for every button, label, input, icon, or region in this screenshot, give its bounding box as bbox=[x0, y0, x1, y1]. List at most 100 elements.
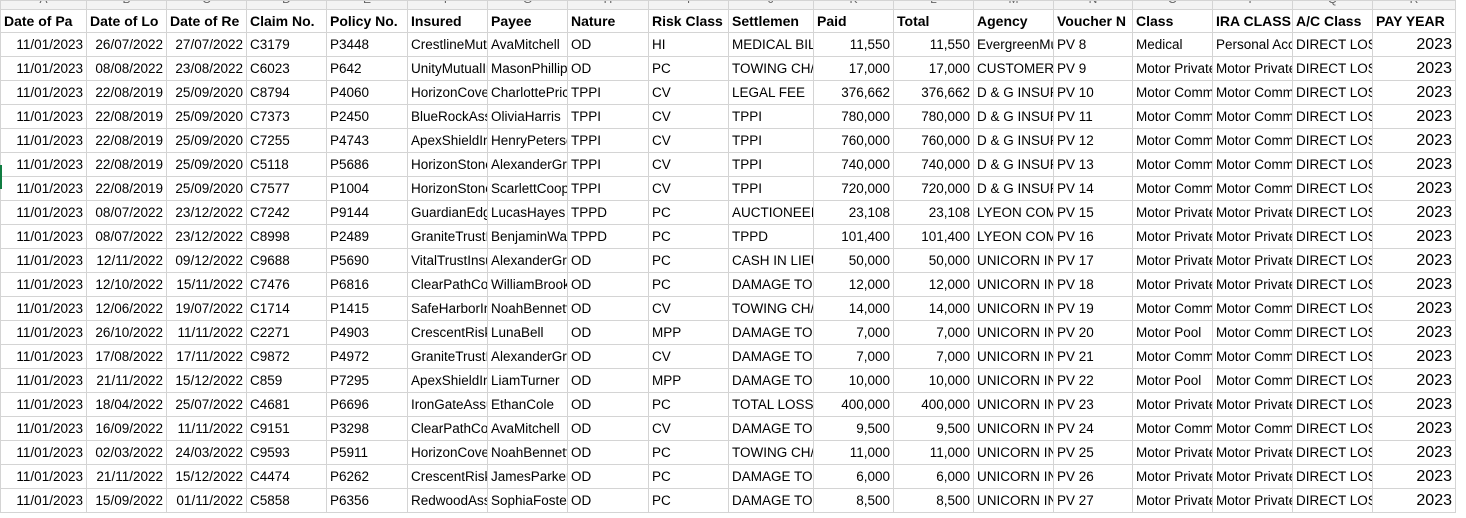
cell[interactable]: C7577 bbox=[246, 176, 327, 201]
header-cell[interactable]: Date of Pa bbox=[0, 9, 87, 33]
header-cell[interactable]: Policy No. bbox=[326, 9, 408, 33]
cell[interactable]: CrescentRisk bbox=[407, 464, 488, 489]
cell[interactable]: DIRECT LOS bbox=[1292, 152, 1373, 177]
cell[interactable]: 7,000 bbox=[893, 320, 974, 345]
cell[interactable]: HI bbox=[648, 32, 729, 57]
cell[interactable]: Motor Private bbox=[1212, 392, 1293, 417]
cell[interactable]: 22/08/2019 bbox=[86, 80, 167, 105]
cell[interactable]: 12,000 bbox=[893, 272, 974, 297]
cell[interactable]: TPPI bbox=[567, 80, 649, 105]
cell[interactable]: NoahBennett bbox=[487, 296, 568, 321]
cell[interactable]: C5118 bbox=[246, 152, 327, 177]
cell[interactable]: PV 15 bbox=[1053, 200, 1133, 225]
cell[interactable]: Motor Comm bbox=[1132, 104, 1213, 129]
cell[interactable]: MPP bbox=[648, 368, 729, 393]
cell[interactable]: 7,000 bbox=[813, 320, 894, 345]
cell[interactable]: UNICORN INS bbox=[973, 488, 1054, 513]
cell[interactable]: 2023 bbox=[1372, 152, 1456, 177]
cell[interactable]: 11/11/2022 bbox=[166, 416, 247, 441]
cell[interactable]: 15/12/2022 bbox=[166, 368, 247, 393]
cell[interactable]: 11/01/2023 bbox=[0, 272, 87, 297]
cell[interactable]: 11/01/2023 bbox=[0, 368, 87, 393]
column-header-f[interactable]: F bbox=[407, 0, 488, 10]
cell[interactable]: P9144 bbox=[326, 200, 408, 225]
cell[interactable]: TPPD bbox=[567, 200, 649, 225]
cell[interactable]: AlexanderGra bbox=[487, 152, 568, 177]
cell[interactable]: 16/09/2022 bbox=[86, 416, 167, 441]
cell[interactable]: CV bbox=[648, 104, 729, 129]
cell[interactable]: 10,000 bbox=[813, 368, 894, 393]
cell[interactable]: P2489 bbox=[326, 224, 408, 249]
cell[interactable]: PV 8 bbox=[1053, 32, 1133, 57]
cell[interactable]: C1714 bbox=[246, 296, 327, 321]
cell[interactable]: DAMAGE TO bbox=[728, 272, 814, 297]
cell[interactable]: OD bbox=[567, 344, 649, 369]
cell[interactable]: 101,400 bbox=[813, 224, 894, 249]
cell[interactable]: PC bbox=[648, 440, 729, 465]
cell[interactable]: C4474 bbox=[246, 464, 327, 489]
cell[interactable]: P1415 bbox=[326, 296, 408, 321]
cell[interactable]: Motor Pool bbox=[1132, 368, 1213, 393]
cell[interactable]: P3448 bbox=[326, 32, 408, 57]
cell[interactable]: 780,000 bbox=[893, 104, 974, 129]
cell[interactable]: DIRECT LOS bbox=[1292, 416, 1373, 441]
cell[interactable]: 22/08/2019 bbox=[86, 152, 167, 177]
cell[interactable]: DIRECT LOS bbox=[1292, 368, 1373, 393]
cell[interactable]: OD bbox=[567, 56, 649, 81]
cell[interactable]: CV bbox=[648, 296, 729, 321]
cell[interactable]: PC bbox=[648, 56, 729, 81]
cell[interactable]: DIRECT LOS bbox=[1292, 248, 1373, 273]
cell[interactable]: D & G INSUR bbox=[973, 128, 1054, 153]
cell[interactable]: DAMAGE TO bbox=[728, 416, 814, 441]
cell[interactable]: 101,400 bbox=[893, 224, 974, 249]
column-header-o[interactable]: O bbox=[1132, 0, 1213, 10]
cell[interactable]: TPPD bbox=[728, 224, 814, 249]
cell[interactable]: C859 bbox=[246, 368, 327, 393]
cell[interactable]: ClearPathCov bbox=[407, 272, 488, 297]
cell[interactable]: TOWING CH/ bbox=[728, 296, 814, 321]
cell[interactable]: UNICORN INS bbox=[973, 344, 1054, 369]
cell[interactable]: 11/01/2023 bbox=[0, 488, 87, 513]
column-header-q[interactable]: Q bbox=[1292, 0, 1373, 10]
cell[interactable]: PV 19 bbox=[1053, 296, 1133, 321]
cell[interactable]: DIRECT LOS bbox=[1292, 440, 1373, 465]
cell[interactable]: 740,000 bbox=[813, 152, 894, 177]
cell[interactable]: PV 23 bbox=[1053, 392, 1133, 417]
cell[interactable]: 11/01/2023 bbox=[0, 56, 87, 81]
cell[interactable]: Motor Private bbox=[1132, 200, 1213, 225]
cell[interactable]: 14,000 bbox=[813, 296, 894, 321]
column-header-c[interactable]: C bbox=[166, 0, 247, 10]
cell[interactable]: 23/08/2022 bbox=[166, 56, 247, 81]
cell[interactable]: 740,000 bbox=[893, 152, 974, 177]
cell[interactable]: Motor Private bbox=[1132, 440, 1213, 465]
cell[interactable]: 50,000 bbox=[893, 248, 974, 273]
cell[interactable]: TPPI bbox=[728, 104, 814, 129]
cell[interactable]: D & G INSUR bbox=[973, 176, 1054, 201]
cell[interactable]: TOTAL LOSS bbox=[728, 392, 814, 417]
cell[interactable]: PC bbox=[648, 392, 729, 417]
cell[interactable]: UNICORN INS bbox=[973, 320, 1054, 345]
cell[interactable]: Motor Private bbox=[1132, 56, 1213, 81]
cell[interactable]: 11/01/2023 bbox=[0, 416, 87, 441]
cell[interactable]: Motor Comm bbox=[1132, 80, 1213, 105]
cell[interactable]: 25/09/2020 bbox=[166, 80, 247, 105]
cell[interactable]: PV 12 bbox=[1053, 128, 1133, 153]
cell[interactable]: 11,000 bbox=[813, 440, 894, 465]
cell[interactable]: Motor Private bbox=[1132, 392, 1213, 417]
cell[interactable]: P5911 bbox=[326, 440, 408, 465]
cell[interactable]: CV bbox=[648, 128, 729, 153]
cell[interactable]: PC bbox=[648, 464, 729, 489]
cell[interactable]: 11/01/2023 bbox=[0, 128, 87, 153]
cell[interactable]: GraniteTrustI bbox=[407, 224, 488, 249]
cell[interactable]: UNICORN INS bbox=[973, 440, 1054, 465]
cell[interactable]: DIRECT LOS bbox=[1292, 32, 1373, 57]
column-header-p[interactable]: P bbox=[1212, 0, 1293, 10]
cell[interactable]: UNICORN INS bbox=[973, 368, 1054, 393]
cell[interactable]: 2023 bbox=[1372, 224, 1456, 249]
cell[interactable]: 2023 bbox=[1372, 344, 1456, 369]
cell[interactable]: 12,000 bbox=[813, 272, 894, 297]
cell[interactable]: D & G INSUR bbox=[973, 152, 1054, 177]
cell[interactable]: TOWING CH/ bbox=[728, 56, 814, 81]
cell[interactable]: ApexShieldIn bbox=[407, 128, 488, 153]
cell[interactable]: SafeHarborIn bbox=[407, 296, 488, 321]
